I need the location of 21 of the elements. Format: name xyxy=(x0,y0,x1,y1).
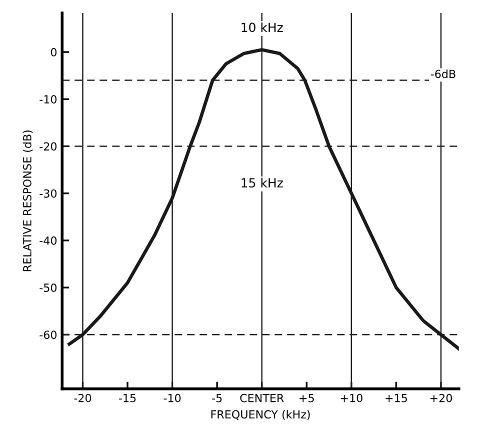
x-tick-label: +5 xyxy=(300,394,314,402)
x-tick-label: -10 xyxy=(164,394,181,402)
x-tick-label: +10 xyxy=(340,394,362,402)
y-tick-label: -60 xyxy=(40,330,57,340)
y-tick-label: -10 xyxy=(40,95,57,104)
y-tick-label: 0 xyxy=(50,48,57,56)
y-tick-label: -30 xyxy=(40,189,57,198)
y-axis-title: RELATIVE RESPONSE (dB) xyxy=(22,130,33,272)
x-tick-label: +15 xyxy=(386,394,407,402)
y-tick-label: -20 xyxy=(40,142,57,151)
y-tick-label: -40 xyxy=(40,236,57,245)
x-tick-label: -5 xyxy=(212,394,222,402)
x-tick-label: -15 xyxy=(118,394,136,402)
annotation: 15 kHz xyxy=(242,178,283,188)
x-tick-label: +20 xyxy=(430,394,452,402)
ref-line-label: -6dB xyxy=(430,70,456,78)
annotation: 10 kHz xyxy=(242,22,283,32)
y-tick-label: -50 xyxy=(40,284,57,292)
x-tick-label: -20 xyxy=(74,394,92,402)
x-tick-label: CENTER xyxy=(240,394,284,402)
x-axis-title: FREQUENCY (kHz) xyxy=(211,410,310,420)
